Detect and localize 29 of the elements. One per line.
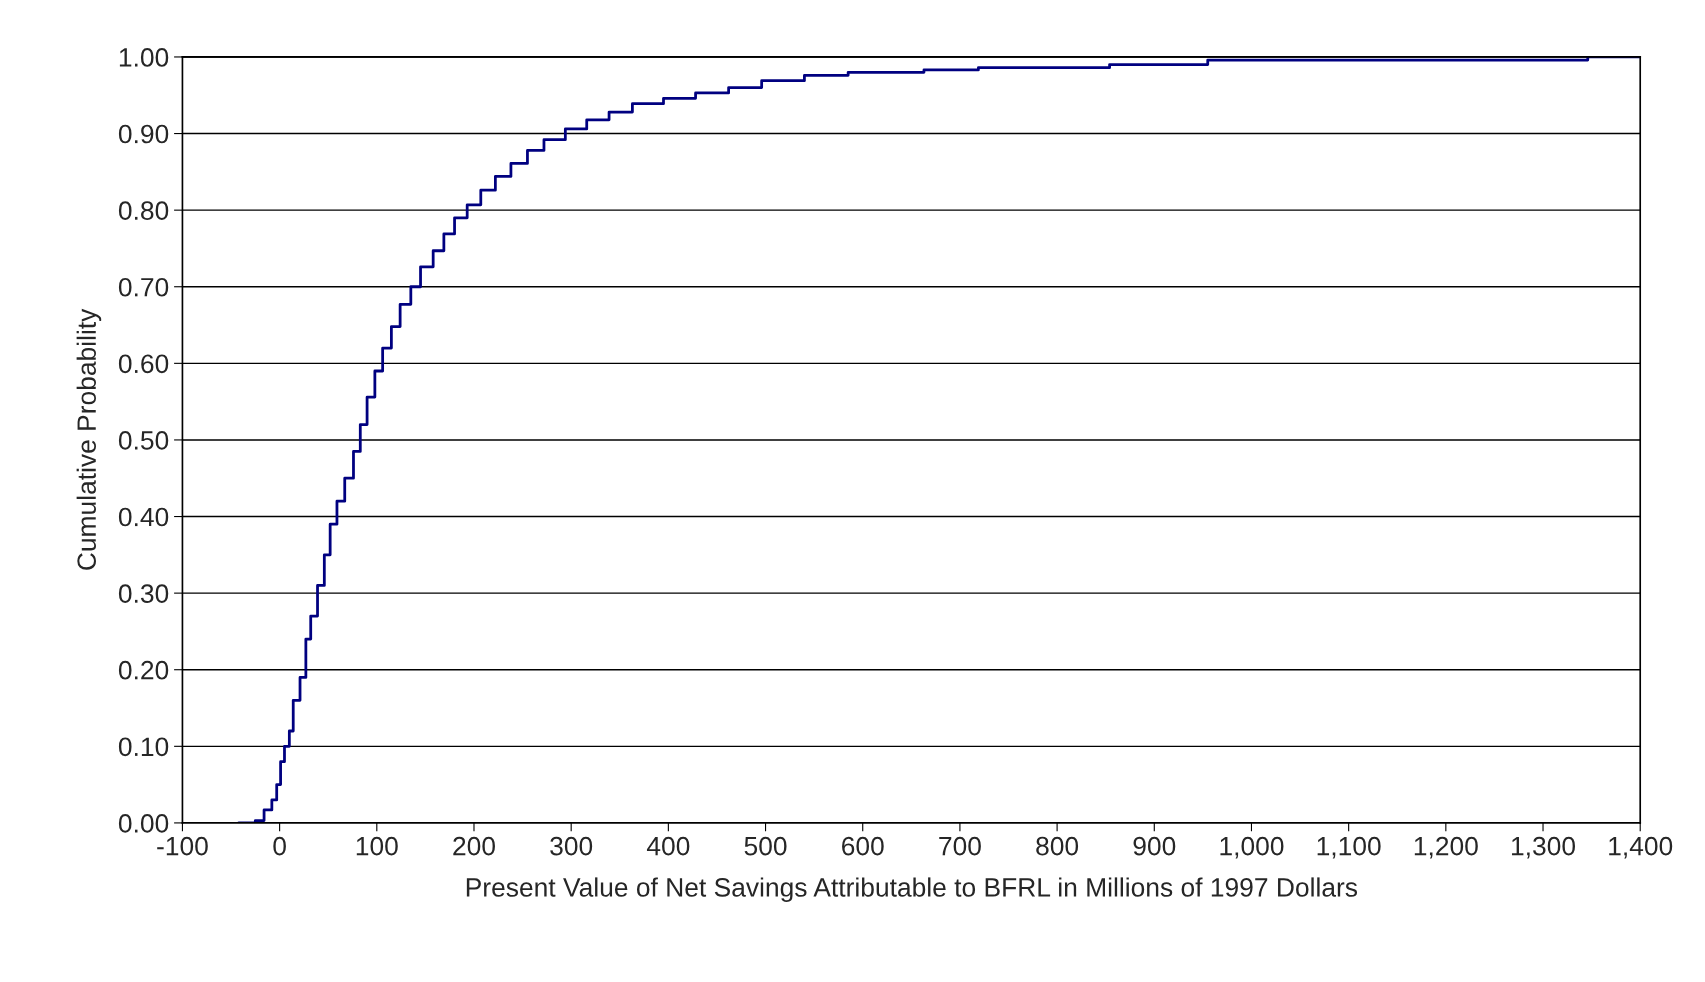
x-tick-label: 1,300: [1512, 836, 1576, 859]
y-tick-label: 0.80: [118, 201, 169, 220]
x-tick-label: 1,200: [1414, 836, 1478, 859]
x-tick-label: 900: [1133, 836, 1176, 856]
y-tick-label: 0.30: [118, 584, 169, 603]
x-tick-label: 1,000: [1220, 836, 1284, 859]
y-tick-label: 0.20: [118, 660, 169, 680]
x-tick-label: 0: [273, 836, 286, 856]
y-tick-label: 0.70: [118, 277, 169, 297]
x-tick-label: 300: [550, 836, 593, 856]
x-tick-label: 400: [646, 836, 690, 856]
x-tick-label: 600: [842, 836, 884, 856]
x-tick-label: -100: [157, 836, 208, 856]
x-tick-label: 1,100: [1317, 836, 1381, 859]
x-tick-label: 500: [744, 836, 787, 856]
y-tick-label: 0.90: [118, 124, 169, 144]
x-tick-label: 800: [1036, 836, 1079, 856]
y-tick-label: 0.10: [118, 737, 169, 757]
y-tick-label: 0.60: [118, 354, 169, 374]
x-tick-label: 200: [453, 836, 495, 856]
y-tick-label: 0.50: [118, 431, 169, 450]
y-tick-label: 0.40: [118, 507, 169, 527]
x-tick-label: 700: [939, 836, 981, 856]
y-axis-title: Cumulative Probability: [76, 308, 102, 570]
x-tick-label: 1,400: [1609, 836, 1673, 859]
y-tick-label: 1.00: [119, 48, 169, 67]
x-axis-title: Present Value of Net Savings Attributable to BFRL in Millions of 1997 Dollars: [466, 877, 1358, 902]
y-tick-label: 0.00: [118, 814, 169, 833]
x-tick-label: 100: [356, 836, 398, 856]
